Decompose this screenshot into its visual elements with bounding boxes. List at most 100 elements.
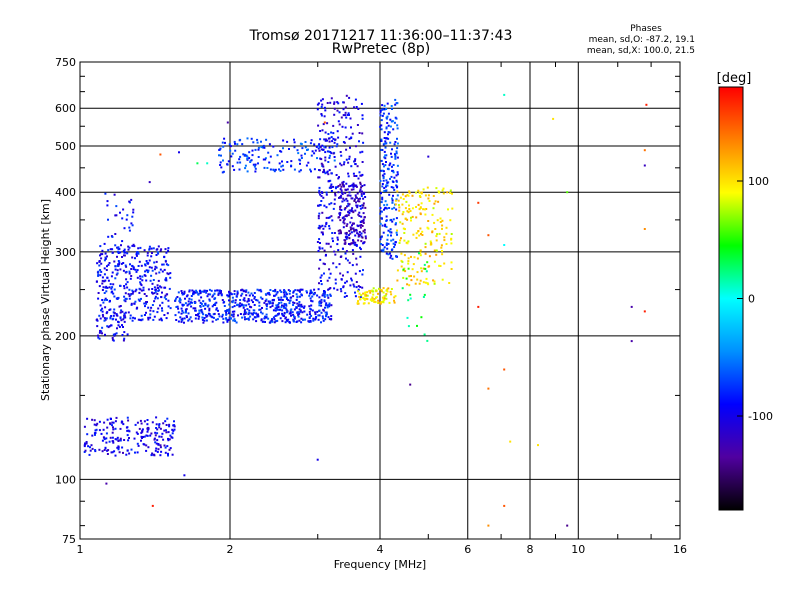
data-point [357, 300, 359, 303]
data-point [101, 332, 103, 335]
data-point [117, 446, 120, 449]
data-point [430, 242, 433, 244]
data-point [154, 297, 157, 300]
data-point [159, 427, 162, 430]
data-point [247, 318, 250, 321]
data-point [241, 143, 244, 146]
data-point [309, 142, 312, 145]
data-point [93, 419, 96, 422]
data-point [324, 306, 326, 309]
data-point [223, 305, 226, 307]
data-point [422, 281, 425, 284]
data-point [235, 321, 238, 324]
data-point [222, 317, 225, 320]
data-point [310, 291, 313, 294]
data-point [114, 438, 117, 441]
data-point [349, 232, 352, 235]
data-point [355, 204, 358, 207]
data-point [413, 256, 416, 259]
data-point [347, 172, 350, 175]
data-point [331, 232, 334, 234]
data-point [161, 301, 164, 304]
data-point [222, 301, 225, 304]
data-point [406, 194, 409, 196]
data-point [290, 296, 293, 299]
data-point [301, 294, 303, 297]
data-point [228, 318, 231, 321]
data-point [167, 249, 170, 252]
data-point [285, 293, 288, 296]
data-point [327, 242, 330, 245]
data-point [349, 221, 352, 224]
data-point [243, 154, 246, 157]
data-point [322, 309, 325, 312]
data-point [248, 312, 251, 315]
data-point [194, 317, 197, 320]
data-point [281, 304, 283, 307]
data-point [167, 439, 170, 442]
data-point [339, 212, 342, 215]
data-point [154, 295, 157, 298]
data-point [318, 169, 321, 172]
data-point [121, 324, 123, 327]
data-point [380, 249, 383, 252]
data-point [168, 448, 171, 451]
data-point [432, 195, 435, 197]
data-point [271, 304, 274, 307]
data-point [422, 208, 425, 211]
data-point [159, 454, 162, 457]
data-point [366, 298, 369, 301]
data-point [136, 451, 139, 454]
data-point [362, 269, 364, 272]
data-point [385, 154, 388, 157]
data-point [115, 205, 118, 208]
data-point [434, 228, 437, 230]
data-point [149, 313, 152, 316]
data-point [198, 299, 201, 302]
data-point [383, 204, 386, 207]
data-point [383, 150, 386, 153]
data-point [401, 287, 404, 290]
data-point [390, 254, 393, 257]
data-point [159, 304, 161, 307]
data-point [158, 271, 161, 274]
data-point [385, 116, 388, 119]
data-point [157, 289, 160, 292]
data-point [126, 333, 129, 336]
data-point [119, 268, 122, 271]
data-point [128, 246, 131, 249]
data-point [344, 252, 347, 255]
data-point [332, 124, 335, 127]
data-point [333, 232, 336, 234]
data-point [148, 247, 151, 250]
data-point [384, 157, 387, 160]
data-point [566, 191, 569, 194]
data-point [239, 138, 242, 141]
data-point [144, 314, 146, 316]
data-point [314, 149, 317, 152]
data-point [155, 266, 158, 269]
data-point [217, 293, 220, 296]
data-point [416, 324, 418, 327]
data-point [244, 164, 247, 167]
data-point [359, 224, 362, 227]
data-point [293, 317, 296, 320]
data-point [396, 147, 399, 150]
data-point [246, 155, 249, 158]
data-point [417, 203, 420, 206]
data-point [248, 151, 251, 154]
data-point [141, 430, 144, 433]
data-point [345, 136, 348, 139]
data-point [326, 306, 329, 309]
data-point [157, 245, 160, 248]
data-point [300, 317, 303, 320]
data-point [241, 304, 243, 307]
data-point [282, 168, 285, 171]
data-point [225, 318, 228, 321]
data-point [157, 307, 160, 310]
data-point [386, 290, 389, 293]
data-point [145, 279, 148, 282]
data-point [379, 109, 382, 112]
data-point [156, 311, 159, 314]
